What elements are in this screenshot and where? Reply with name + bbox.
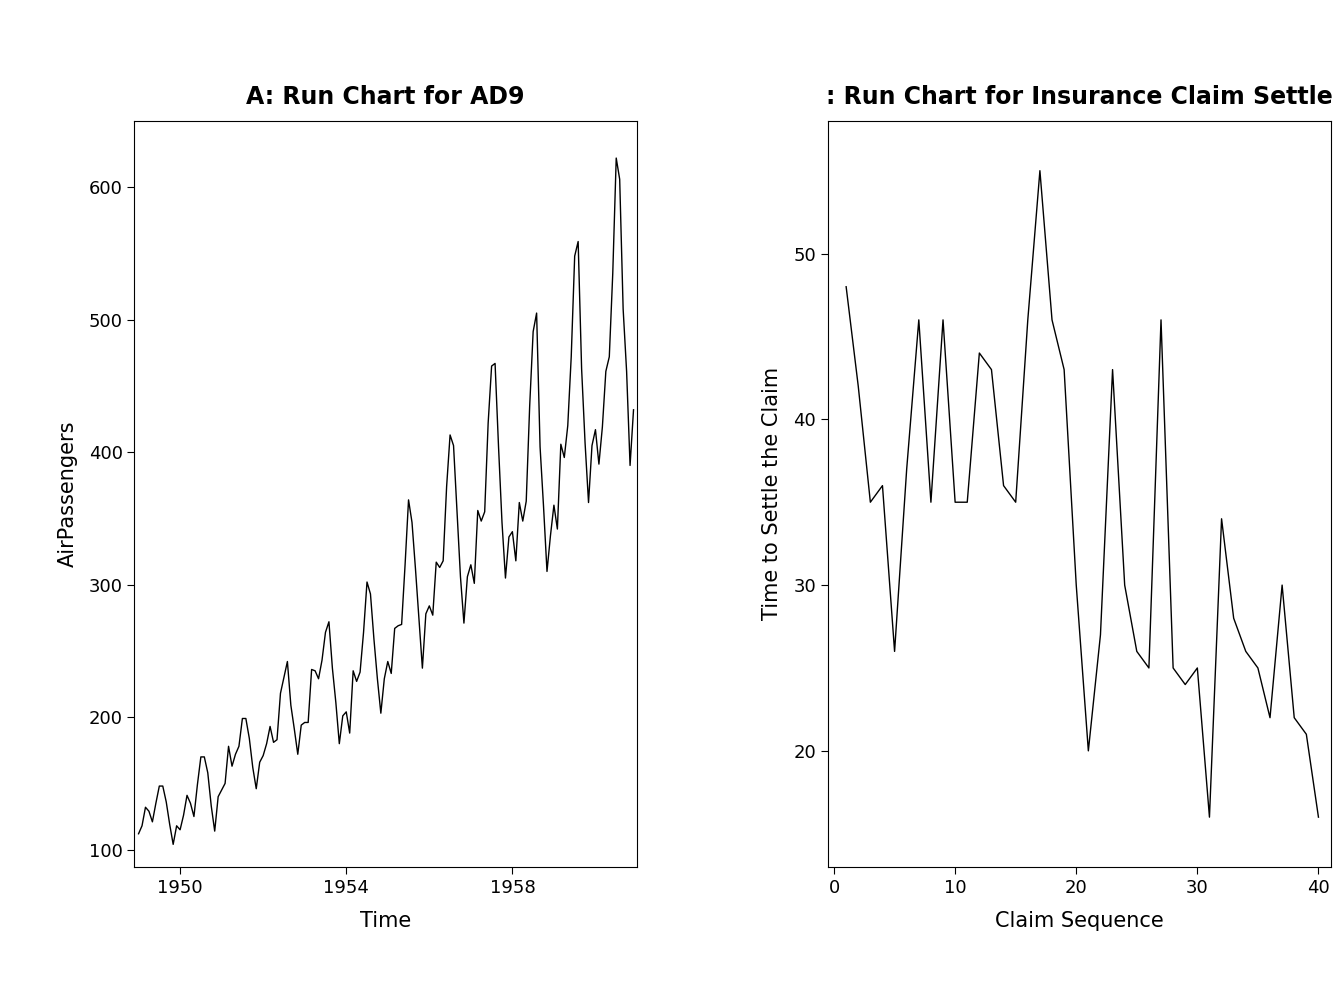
Y-axis label: Time to Settle the Claim: Time to Settle the Claim <box>762 367 782 621</box>
X-axis label: Time: Time <box>360 910 411 930</box>
X-axis label: Claim Sequence: Claim Sequence <box>995 910 1164 930</box>
Title: A: Run Chart for AD9: A: Run Chart for AD9 <box>246 86 526 109</box>
Title: : Run Chart for Insurance Claim Settle: : Run Chart for Insurance Claim Settle <box>827 86 1333 109</box>
Y-axis label: AirPassengers: AirPassengers <box>58 420 78 568</box>
